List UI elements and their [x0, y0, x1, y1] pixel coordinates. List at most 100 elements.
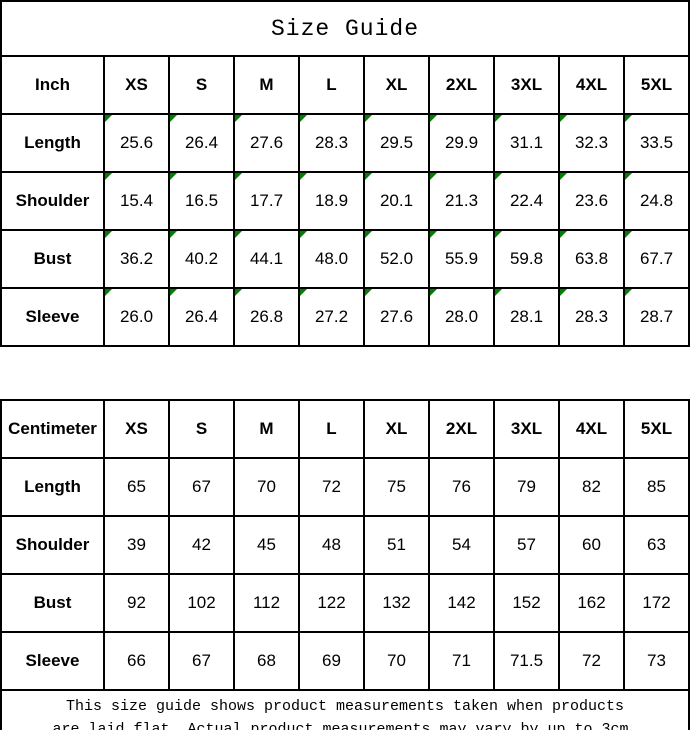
value-cell: 68: [233, 631, 300, 691]
corner-marker-icon: [431, 290, 437, 296]
value-cell: 85: [623, 457, 690, 517]
cell-value: 52.0: [379, 249, 414, 268]
size-col-header: L: [298, 399, 365, 459]
value-cell: 31.1: [493, 113, 560, 173]
value-cell: 82: [558, 457, 625, 517]
size-table-centimeter: Centimeter XS S M L XL 2XL 3XL 4XL 5XL L…: [0, 399, 690, 691]
corner-marker-icon: [496, 232, 502, 238]
value-cell: 72: [558, 631, 625, 691]
corner-marker-icon: [301, 174, 307, 180]
corner-marker-icon: [301, 116, 307, 122]
cell-value: 59.8: [509, 249, 544, 268]
value-cell: 25.6: [103, 113, 170, 173]
corner-marker-icon: [171, 174, 177, 180]
value-cell: 63.8: [558, 229, 625, 289]
value-cell: 21.3: [428, 171, 495, 231]
value-cell: 57: [493, 515, 560, 575]
corner-marker-icon: [236, 116, 242, 122]
value-cell: 36.2: [103, 229, 170, 289]
value-cell: 152: [493, 573, 560, 633]
cell-value: 27.6: [379, 307, 414, 326]
page-title: Size Guide: [0, 0, 690, 57]
value-cell: 29.5: [363, 113, 430, 173]
row-label: Sleeve: [0, 287, 105, 347]
corner-marker-icon: [431, 116, 437, 122]
cell-value: 29.9: [444, 133, 479, 152]
row-label: Length: [0, 457, 105, 517]
value-cell: 48: [298, 515, 365, 575]
value-cell: 73: [623, 631, 690, 691]
corner-marker-icon: [366, 290, 372, 296]
value-cell: 28.0: [428, 287, 495, 347]
value-cell: 70: [363, 631, 430, 691]
cell-value: 28.0: [444, 307, 479, 326]
value-cell: 66: [103, 631, 170, 691]
cm-length-row: Length 65 67 70 72 75 76 79 82 85: [0, 457, 690, 517]
cm-header-row: Centimeter XS S M L XL 2XL 3XL 4XL 5XL: [0, 399, 690, 459]
row-label: Shoulder: [0, 515, 105, 575]
value-cell: 54: [428, 515, 495, 575]
size-col-header: M: [233, 55, 300, 115]
cell-value: 36.2: [119, 249, 154, 268]
cm-shoulder-row: Shoulder 39 42 45 48 51 54 57 60 63: [0, 515, 690, 575]
cell-value: 22.4: [509, 191, 544, 210]
corner-marker-icon: [431, 232, 437, 238]
corner-marker-icon: [366, 116, 372, 122]
value-cell: 69: [298, 631, 365, 691]
corner-marker-icon: [626, 290, 632, 296]
size-col-header: 2XL: [428, 399, 495, 459]
cell-value: 27.6: [249, 133, 284, 152]
row-label: Sleeve: [0, 631, 105, 691]
cell-value: 33.5: [639, 133, 674, 152]
footer-note: This size guide shows product measuremen…: [0, 689, 690, 730]
value-cell: 28.1: [493, 287, 560, 347]
cell-value: 40.2: [184, 249, 219, 268]
cell-value: 55.9: [444, 249, 479, 268]
value-cell: 60: [558, 515, 625, 575]
value-cell: 72: [298, 457, 365, 517]
cell-value: 20.1: [379, 191, 414, 210]
size-table-inch: Inch XS S M L XL 2XL 3XL 4XL 5XL Length …: [0, 55, 690, 347]
row-label: Bust: [0, 573, 105, 633]
cell-value: 25.6: [119, 133, 154, 152]
value-cell: 29.9: [428, 113, 495, 173]
corner-marker-icon: [626, 174, 632, 180]
value-cell: 67: [168, 457, 235, 517]
cell-value: 23.6: [574, 191, 609, 210]
corner-marker-icon: [106, 116, 112, 122]
corner-marker-icon: [171, 232, 177, 238]
value-cell: 75: [363, 457, 430, 517]
inch-length-row: Length 25.6 26.4 27.6 28.3 29.5 29.9 31.…: [0, 113, 690, 173]
value-cell: 76: [428, 457, 495, 517]
value-cell: 15.4: [103, 171, 170, 231]
table-gap-spacer: [0, 347, 690, 399]
value-cell: 42: [168, 515, 235, 575]
value-cell: 28.3: [558, 287, 625, 347]
cell-value: 18.9: [314, 191, 349, 210]
size-col-header: S: [168, 399, 235, 459]
corner-marker-icon: [561, 290, 567, 296]
value-cell: 70: [233, 457, 300, 517]
value-cell: 92: [103, 573, 170, 633]
corner-marker-icon: [301, 232, 307, 238]
value-cell: 23.6: [558, 171, 625, 231]
value-cell: 27.2: [298, 287, 365, 347]
row-label: Bust: [0, 229, 105, 289]
corner-marker-icon: [561, 174, 567, 180]
inch-header-row: Inch XS S M L XL 2XL 3XL 4XL 5XL: [0, 55, 690, 115]
value-cell: 24.8: [623, 171, 690, 231]
value-cell: 26.4: [168, 113, 235, 173]
cell-value: 27.2: [314, 307, 349, 326]
size-col-header: XL: [363, 55, 430, 115]
cell-value: 31.1: [509, 133, 544, 152]
corner-marker-icon: [106, 290, 112, 296]
size-col-header: L: [298, 55, 365, 115]
value-cell: 20.1: [363, 171, 430, 231]
cell-value: 24.8: [639, 191, 674, 210]
corner-marker-icon: [236, 232, 242, 238]
value-cell: 28.3: [298, 113, 365, 173]
corner-marker-icon: [171, 290, 177, 296]
corner-marker-icon: [106, 174, 112, 180]
value-cell: 32.3: [558, 113, 625, 173]
